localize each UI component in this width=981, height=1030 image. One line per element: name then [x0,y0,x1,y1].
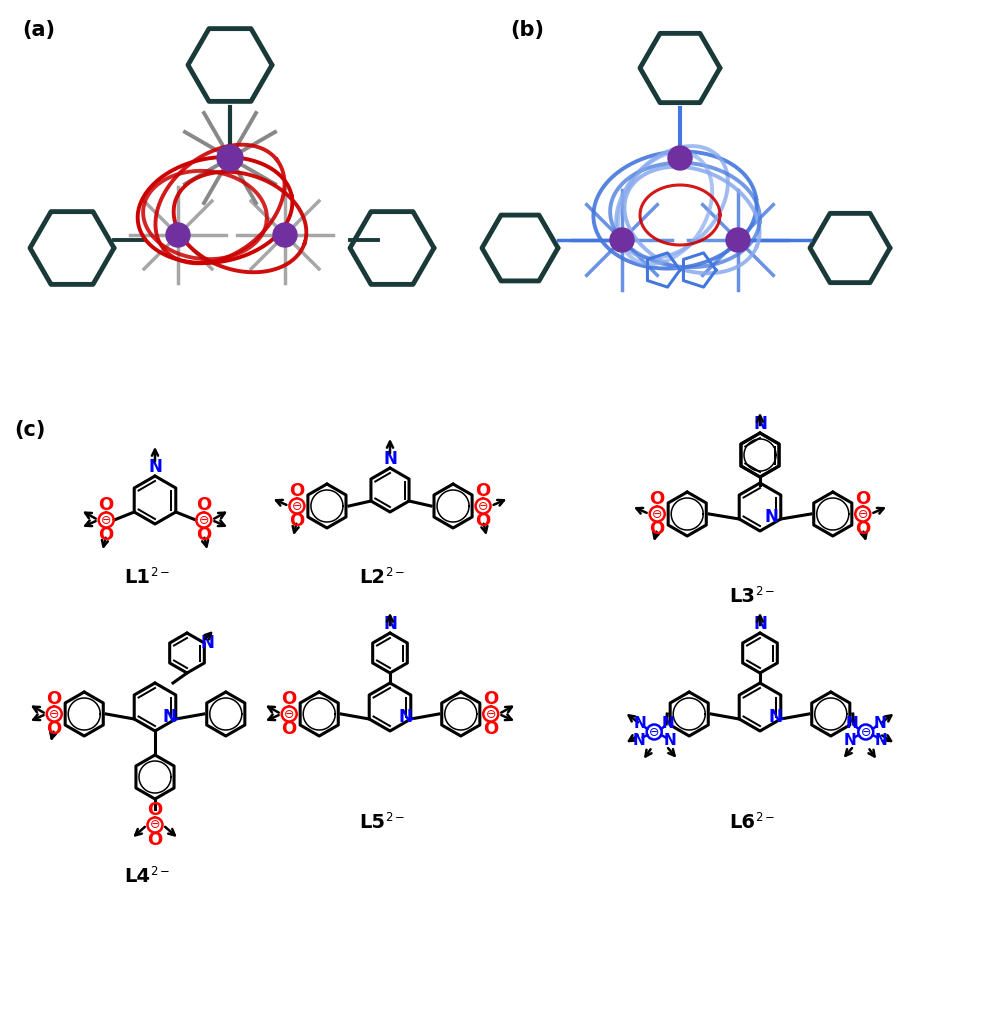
Text: L3: L3 [729,587,755,606]
Text: N: N [383,615,397,633]
Text: (b): (b) [510,20,544,40]
Text: O: O [855,520,870,538]
Text: O: O [649,490,665,508]
Text: N: N [875,733,888,748]
Text: N: N [765,508,779,526]
Circle shape [668,146,692,170]
Text: O: O [147,831,163,849]
Text: L4: L4 [124,867,150,886]
Text: $^{2-}$: $^{2-}$ [755,587,775,605]
Text: ⊖: ⊖ [652,508,662,520]
Text: -: - [408,712,414,726]
Text: O: O [98,496,114,514]
Text: ⊖: ⊖ [291,500,302,513]
Text: -: - [173,712,179,726]
Text: N: N [383,450,397,468]
Circle shape [166,224,190,247]
Text: N: N [846,716,858,731]
Text: N: N [148,458,162,476]
Text: O: O [289,512,304,530]
Text: N: N [873,716,886,731]
Text: ⊖: ⊖ [198,514,209,526]
Text: O: O [289,482,304,500]
Circle shape [610,228,634,252]
Circle shape [217,145,243,171]
Text: N: N [201,634,215,652]
Text: ⊖: ⊖ [649,725,659,739]
Text: (c): (c) [14,420,45,440]
Circle shape [726,228,750,252]
Text: N: N [633,733,645,748]
Text: (a): (a) [22,20,55,40]
Text: ⊖: ⊖ [101,514,112,526]
Text: -: - [778,712,784,726]
Text: N: N [398,708,412,726]
Text: O: O [98,526,114,544]
Text: ⊖: ⊖ [49,708,60,721]
Text: $^{2-}$: $^{2-}$ [385,568,405,586]
Text: $^{2-}$: $^{2-}$ [150,867,171,885]
Text: O: O [147,801,163,819]
Text: ⊖: ⊖ [857,508,868,520]
Text: O: O [196,496,212,514]
Text: N: N [844,733,856,748]
Text: O: O [476,512,490,530]
Text: N: N [163,708,177,726]
Text: ⊖: ⊖ [860,725,871,739]
Text: O: O [476,482,490,500]
Text: O: O [484,690,498,708]
Text: N: N [753,615,767,633]
Text: $^{2-}$: $^{2-}$ [755,813,775,831]
Text: N: N [662,716,675,731]
Text: O: O [855,490,870,508]
Text: O: O [484,720,498,739]
Circle shape [273,224,297,247]
Text: O: O [46,720,62,739]
Text: O: O [282,720,297,739]
Text: N: N [753,415,767,433]
Text: L1: L1 [124,568,150,587]
Text: $^{2-}$: $^{2-}$ [385,813,405,831]
Text: O: O [46,690,62,708]
Text: N: N [768,708,782,726]
Text: $^{2-}$: $^{2-}$ [150,568,171,586]
Text: ⊖: ⊖ [486,708,496,721]
Text: ⊖: ⊖ [150,819,160,831]
Text: L6: L6 [729,813,755,832]
Text: ⊖: ⊖ [478,500,489,513]
Text: O: O [196,526,212,544]
Text: L5: L5 [359,813,385,832]
Text: O: O [649,520,665,538]
Text: N: N [663,733,676,748]
Text: N: N [634,716,646,731]
Text: O: O [282,690,297,708]
Text: L2: L2 [359,568,385,587]
Text: ⊖: ⊖ [284,708,294,721]
